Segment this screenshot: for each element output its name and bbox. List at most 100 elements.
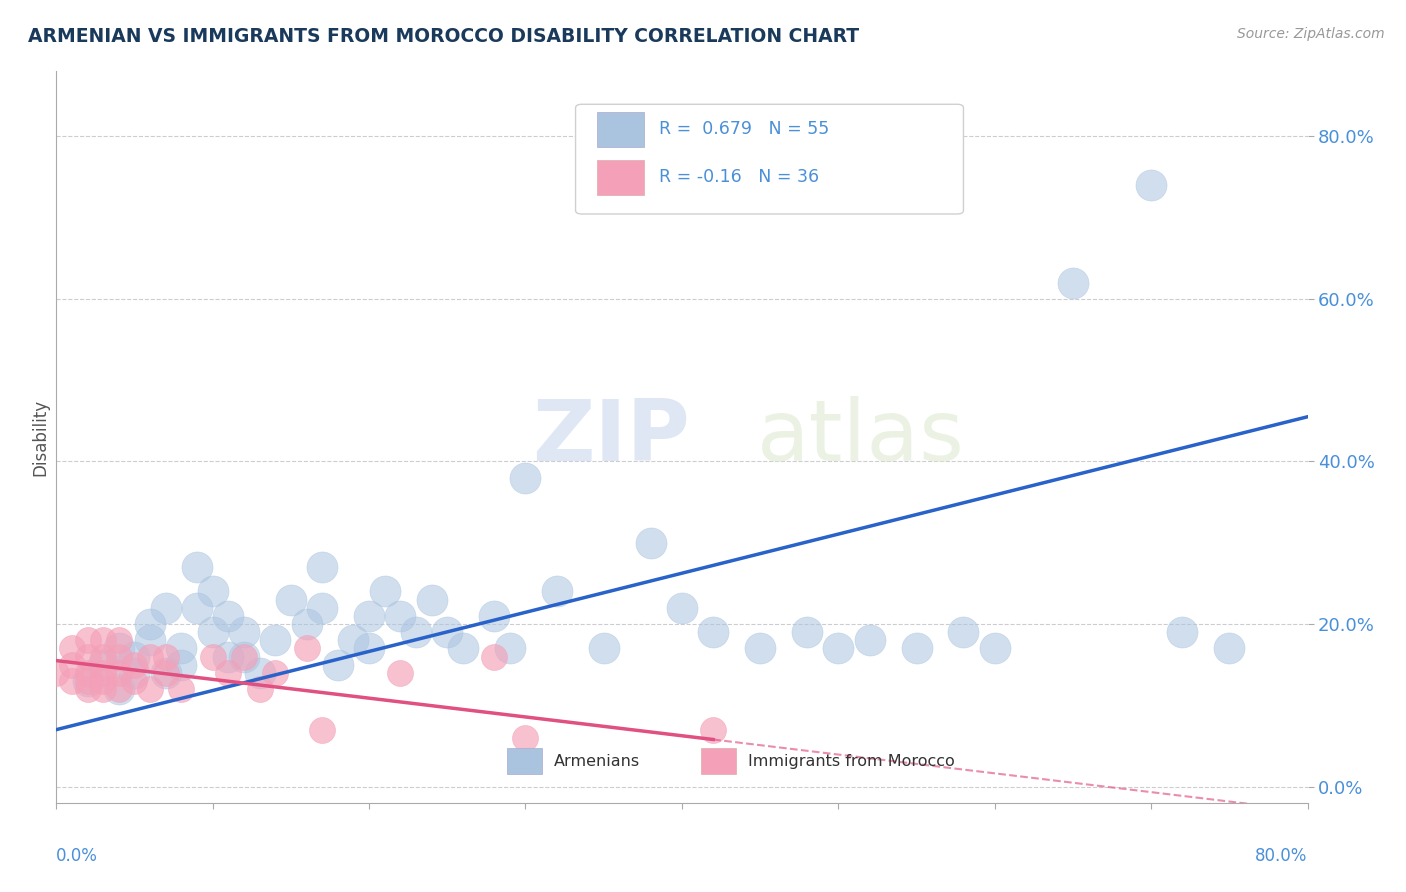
Point xyxy=(359,608,381,623)
Point xyxy=(436,625,458,640)
FancyBboxPatch shape xyxy=(596,112,644,147)
Point xyxy=(201,625,224,640)
Point xyxy=(139,633,162,648)
Point xyxy=(405,625,427,640)
Point xyxy=(76,681,98,696)
Point xyxy=(186,600,208,615)
Point xyxy=(1062,276,1084,290)
FancyBboxPatch shape xyxy=(575,104,963,214)
Text: R = -0.16   N = 36: R = -0.16 N = 36 xyxy=(659,169,820,186)
Point xyxy=(1218,641,1240,656)
Point xyxy=(264,633,287,648)
Point xyxy=(108,665,131,680)
Point xyxy=(264,665,287,680)
Point xyxy=(76,649,98,664)
Text: Armenians: Armenians xyxy=(554,754,640,769)
Point xyxy=(451,641,474,656)
FancyBboxPatch shape xyxy=(700,747,735,773)
Point xyxy=(170,681,193,696)
Point xyxy=(326,657,349,672)
Point xyxy=(76,673,98,688)
Point xyxy=(280,592,302,607)
Point xyxy=(124,649,146,664)
Point xyxy=(91,673,114,688)
Point xyxy=(249,681,271,696)
Point xyxy=(671,600,693,615)
Point xyxy=(420,592,443,607)
Y-axis label: Disability: Disability xyxy=(31,399,49,475)
Point xyxy=(170,641,193,656)
Point xyxy=(155,665,177,680)
Point xyxy=(905,641,928,656)
FancyBboxPatch shape xyxy=(596,160,644,195)
Point xyxy=(796,625,818,640)
Point xyxy=(515,731,537,745)
Point xyxy=(359,641,381,656)
Point xyxy=(640,535,662,549)
Point xyxy=(295,641,318,656)
Point xyxy=(499,641,522,656)
Point xyxy=(233,649,256,664)
Text: ZIP: ZIP xyxy=(531,395,689,479)
Point xyxy=(91,633,114,648)
Point xyxy=(592,641,614,656)
Point xyxy=(108,681,131,696)
Point xyxy=(45,665,67,680)
Point xyxy=(76,633,98,648)
Point xyxy=(217,649,239,664)
Point xyxy=(201,649,224,664)
Point xyxy=(108,649,131,664)
Point xyxy=(1171,625,1194,640)
Point xyxy=(60,657,83,672)
Text: Immigrants from Morocco: Immigrants from Morocco xyxy=(748,754,955,769)
Point xyxy=(155,649,177,664)
Point xyxy=(139,681,162,696)
Point xyxy=(76,665,98,680)
Text: 0.0%: 0.0% xyxy=(56,847,98,864)
Point xyxy=(186,560,208,574)
Point xyxy=(484,608,506,623)
Point xyxy=(374,584,396,599)
Point xyxy=(91,665,114,680)
Point xyxy=(76,673,98,688)
Point xyxy=(827,641,849,656)
Text: ARMENIAN VS IMMIGRANTS FROM MOROCCO DISABILITY CORRELATION CHART: ARMENIAN VS IMMIGRANTS FROM MOROCCO DISA… xyxy=(28,27,859,45)
Point xyxy=(124,673,146,688)
Text: atlas: atlas xyxy=(756,395,965,479)
Point xyxy=(858,633,880,648)
Point xyxy=(295,617,318,632)
Text: 80.0%: 80.0% xyxy=(1256,847,1308,864)
Point xyxy=(155,665,177,680)
Point xyxy=(233,625,256,640)
Point xyxy=(201,584,224,599)
Point xyxy=(546,584,568,599)
Point xyxy=(108,681,131,696)
Point xyxy=(311,600,333,615)
Point xyxy=(91,681,114,696)
Point xyxy=(124,665,146,680)
Point xyxy=(389,665,412,680)
Point xyxy=(217,665,239,680)
Point xyxy=(60,641,83,656)
Point xyxy=(60,673,83,688)
Text: Source: ZipAtlas.com: Source: ZipAtlas.com xyxy=(1237,27,1385,41)
Point xyxy=(108,641,131,656)
Point xyxy=(1140,178,1163,193)
Point xyxy=(170,657,193,672)
Point xyxy=(984,641,1007,656)
Point xyxy=(702,723,724,737)
Point xyxy=(515,471,537,485)
Point xyxy=(91,649,114,664)
Point xyxy=(139,649,162,664)
Point xyxy=(217,608,239,623)
Text: R =  0.679   N = 55: R = 0.679 N = 55 xyxy=(659,120,830,138)
Point xyxy=(952,625,974,640)
Point xyxy=(311,560,333,574)
Point xyxy=(311,723,333,737)
Point xyxy=(139,617,162,632)
Point xyxy=(124,657,146,672)
Point xyxy=(389,608,412,623)
Point xyxy=(91,657,114,672)
Point xyxy=(702,625,724,640)
Point xyxy=(484,649,506,664)
